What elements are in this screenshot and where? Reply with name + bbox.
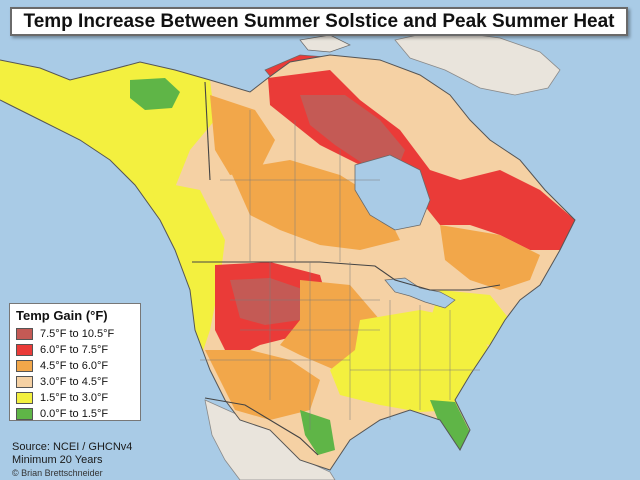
legend-swatch <box>16 343 33 356</box>
legend-swatch <box>16 375 33 388</box>
us-mexico-border <box>204 397 319 456</box>
source-line: Source: NCEI / GHCNv4 <box>12 441 133 453</box>
zone-canada-central-orange <box>230 160 400 250</box>
legend-swatch <box>16 359 33 372</box>
alaska-canada-border <box>204 81 211 181</box>
legend-row: 0.0°F to 1.5°F <box>16 406 134 421</box>
legend-swatch <box>16 327 33 340</box>
legend-swatch <box>16 407 33 420</box>
zone-texas-green <box>300 410 335 455</box>
legend-row: 3.0°F to 4.5°F <box>16 374 134 389</box>
source-block: Source: NCEI / GHCNv4 Minimum 20 Years ©… <box>12 441 132 480</box>
zone-quebec-orange <box>440 225 540 290</box>
legend-label: 3.0°F to 4.5°F <box>40 375 109 388</box>
title-bar: Temp Increase Between Summer Solstice an… <box>10 7 628 36</box>
legend-label: 0.0°F to 1.5°F <box>40 407 109 420</box>
zone-us-west-darkred <box>230 278 305 325</box>
legend-label: 4.5°F to 6.0°F <box>40 359 109 372</box>
continent-outline <box>0 54 576 471</box>
us-canada-border <box>192 261 501 291</box>
zone-alaska-green <box>130 78 180 110</box>
zone-florida-green <box>430 400 470 452</box>
zone-plains-orange <box>280 280 380 370</box>
hudson-bay <box>354 154 431 231</box>
legend-row: 1.5°F to 3.0°F <box>16 390 134 405</box>
legend-row: 6.0°F to 7.5°F <box>16 342 134 357</box>
legend-label: 1.5°F to 3.0°F <box>40 391 109 404</box>
legend-title: Temp Gain (°F) <box>16 308 108 323</box>
legend-swatch <box>16 391 33 404</box>
credit-line: © Brian Brettschneider <box>12 468 103 478</box>
legend-label: 6.0°F to 7.5°F <box>40 343 109 356</box>
great-lakes <box>384 277 456 309</box>
map-title: Temp Increase Between Summer Solstice an… <box>23 10 615 32</box>
admin-boundaries <box>200 110 480 430</box>
zone-west-yellow <box>150 180 225 360</box>
source-years-line: Minimum 20 Years <box>12 454 103 466</box>
legend-row: 7.5°F to 10.5°F <box>16 326 134 341</box>
legend: Temp Gain (°F) 7.5°F to 10.5°F 6.0°F to … <box>9 303 141 421</box>
legend-label: 7.5°F to 10.5°F <box>40 327 115 340</box>
legend-row: 4.5°F to 6.0°F <box>16 358 134 373</box>
zone-canada-darkred <box>300 95 405 175</box>
zone-alaska-orange <box>210 95 275 175</box>
